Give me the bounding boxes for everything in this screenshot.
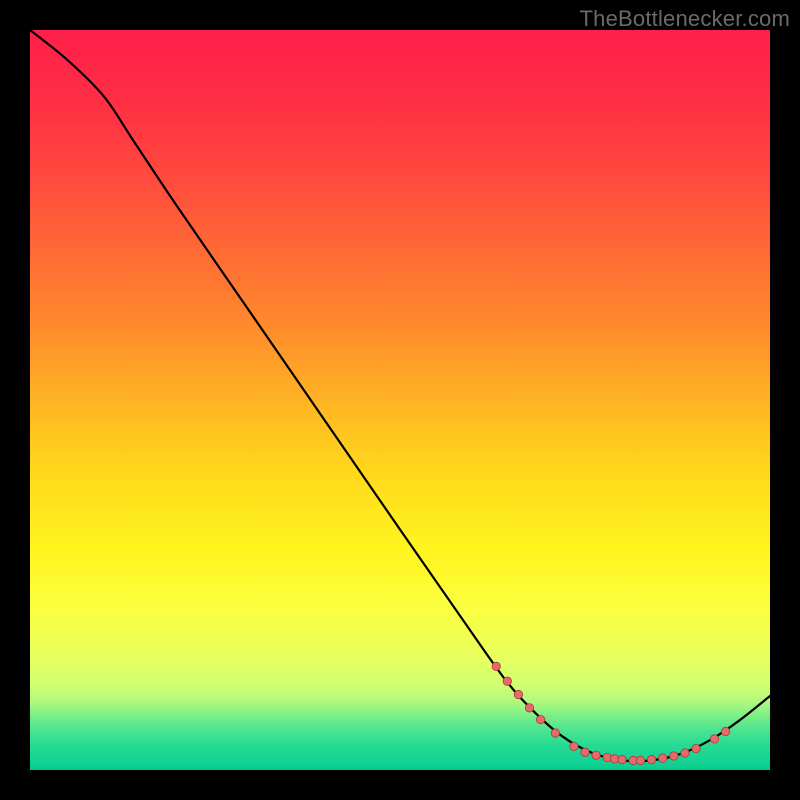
data-marker bbox=[670, 752, 678, 760]
marker-group bbox=[492, 662, 730, 764]
data-marker bbox=[581, 748, 589, 756]
chart-container: TheBottlenecker.com bbox=[0, 0, 800, 800]
data-marker bbox=[603, 753, 611, 761]
data-marker bbox=[721, 727, 729, 735]
data-marker bbox=[659, 754, 667, 762]
data-marker bbox=[692, 744, 700, 752]
data-marker bbox=[570, 742, 578, 750]
curve-layer bbox=[30, 30, 770, 770]
watermark-text: TheBottlenecker.com bbox=[580, 6, 790, 32]
data-marker bbox=[592, 751, 600, 759]
data-marker bbox=[636, 756, 644, 764]
data-marker bbox=[503, 677, 511, 685]
data-marker bbox=[681, 749, 689, 757]
data-marker bbox=[492, 662, 500, 670]
data-marker bbox=[551, 729, 559, 737]
data-marker bbox=[618, 755, 626, 763]
bottleneck-curve bbox=[30, 30, 770, 761]
plot-area bbox=[30, 30, 770, 770]
data-marker bbox=[710, 735, 718, 743]
data-marker bbox=[536, 715, 544, 723]
data-marker bbox=[525, 704, 533, 712]
data-marker bbox=[514, 690, 522, 698]
data-marker bbox=[647, 755, 655, 763]
